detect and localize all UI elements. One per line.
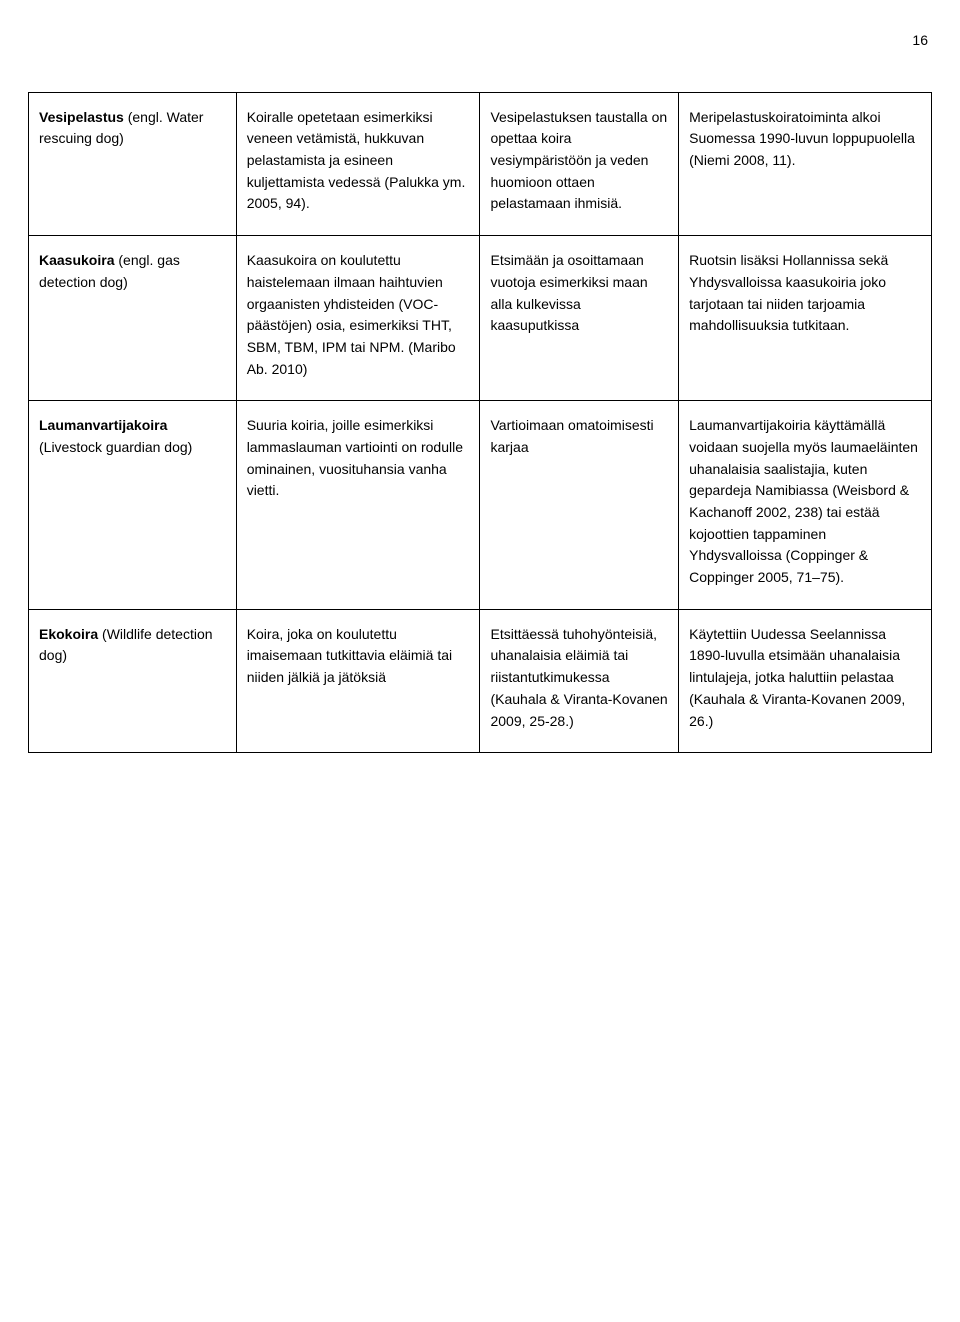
- term-bold: Vesipelastus: [39, 109, 124, 125]
- page-number: 16: [28, 30, 932, 52]
- definition-cell: Koira, joka on koulutettu imaisemaan tut…: [236, 609, 480, 752]
- table-row: Laumanvartijakoira (Livestock guardian d…: [29, 401, 932, 610]
- note-cell: Käytettiin Uudessa Seelannissa 1890-luvu…: [679, 609, 932, 752]
- note-cell: Ruotsin lisäksi Hollannissa sekä Yhdysva…: [679, 236, 932, 401]
- purpose-cell: Etsimään ja osoittamaan vuotoja esimerki…: [480, 236, 679, 401]
- note-cell: Meripelastuskoiratoiminta alkoi Suomessa…: [679, 92, 932, 235]
- definition-cell: Suuria koiria, joille esimerkiksi lammas…: [236, 401, 480, 610]
- term-bold: Laumanvartijakoira: [39, 417, 167, 433]
- term-bold: Kaasukoira: [39, 252, 114, 268]
- table-row: Kaasukoira (engl. gas detection dog) Kaa…: [29, 236, 932, 401]
- definition-cell: Kaasukoira on koulutettu haistelemaan il…: [236, 236, 480, 401]
- note-cell: Laumanvartijakoiria käyttämällä voidaan …: [679, 401, 932, 610]
- data-table: Vesipelastus (engl. Water rescuing dog) …: [28, 92, 932, 754]
- definition-cell: Koiralle opetetaan esimerkiksi veneen ve…: [236, 92, 480, 235]
- term-cell: Laumanvartijakoira (Livestock guardian d…: [29, 401, 237, 610]
- term-bold: Ekokoira: [39, 626, 98, 642]
- purpose-cell: Vartioimaan omatoimisesti karjaa: [480, 401, 679, 610]
- term-rest: (Livestock guardian dog): [39, 439, 192, 455]
- purpose-cell: Vesipelastuksen taustalla on opettaa koi…: [480, 92, 679, 235]
- term-cell: Ekokoira (Wildlife detection dog): [29, 609, 237, 752]
- table-row: Vesipelastus (engl. Water rescuing dog) …: [29, 92, 932, 235]
- purpose-cell: Etsittäessä tuhohyönteisiä, uhanalaisia …: [480, 609, 679, 752]
- term-cell: Kaasukoira (engl. gas detection dog): [29, 236, 237, 401]
- table-row: Ekokoira (Wildlife detection dog) Koira,…: [29, 609, 932, 752]
- term-cell: Vesipelastus (engl. Water rescuing dog): [29, 92, 237, 235]
